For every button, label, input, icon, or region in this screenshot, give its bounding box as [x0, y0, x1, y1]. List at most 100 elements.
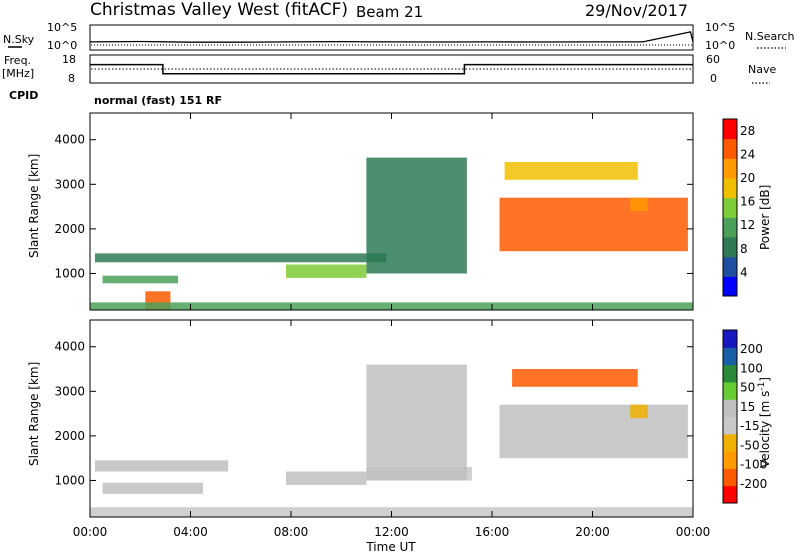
power-yaxis: 1000 2000 3000 4000: [54, 133, 693, 280]
freq-right-tick-bottom: 0: [710, 72, 717, 85]
nsearch-label: N.Search: [745, 30, 795, 43]
heatmap-cell-2: [286, 264, 367, 278]
nsky-label: N.Sky: [3, 33, 35, 46]
xtick-label: 08:00: [274, 525, 309, 539]
velocity-colorbar-swatch: [723, 399, 737, 417]
power-colorbar-tick: 12: [740, 218, 755, 232]
velocity-colorbar-tick: 50: [740, 381, 755, 395]
ytick-label: 1000: [54, 473, 85, 487]
ytick-label: 3000: [54, 384, 85, 398]
velocity-colorbar-tick: 200: [740, 342, 763, 356]
heatmap-cell-7: [630, 404, 648, 419]
heatmap-cell-7: [630, 197, 648, 212]
power-colorbar-swatch: [723, 237, 737, 258]
velocity-colorbar-tick: -200: [740, 477, 767, 491]
heatmap-cell-6: [504, 162, 638, 180]
ytick-label: 2000: [54, 429, 85, 443]
freq-label-line2: [MHz]: [2, 67, 34, 80]
xtick-label: 16:00: [475, 525, 510, 539]
noise-left-tick-top: 10^5: [47, 21, 77, 34]
power-colorbar-tick: 4: [740, 265, 748, 279]
ytick-label: 4000: [54, 133, 85, 147]
cpid-label: CPID: [9, 89, 38, 102]
xtick-label: 04:00: [173, 525, 208, 539]
xtick-label: 00:00: [73, 525, 108, 539]
xtick-label: 20:00: [575, 525, 610, 539]
velocity-colorbar-swatch: [723, 433, 737, 452]
velocity-colorbar-swatch: [723, 381, 737, 400]
date-label: 29/Nov/2017: [585, 1, 688, 20]
power-colorbar-tick: 8: [740, 242, 748, 256]
velocity-colorbar: 200 100 50 15 -15 -50 -100 -200: [722, 329, 767, 504]
power-colorbar-tick: 20: [740, 171, 755, 185]
heatmap-cell-5: [499, 197, 688, 252]
power-colorbar-swatch: [723, 217, 737, 238]
heatmap-cell-0: [95, 253, 387, 263]
power-colorbar-tick: 28: [740, 124, 755, 138]
velocity-colorbar-swatch: [723, 347, 737, 366]
power-yaxis-label: Slant Range [km]: [27, 154, 41, 258]
velocity-colorbar-swatch: [723, 330, 737, 348]
velocity-colorbar-tick: -100: [740, 458, 767, 472]
xaxis-label: Time UT: [365, 540, 416, 554]
power-colorbar-swatch: [723, 138, 737, 159]
velocity-colorbar-tick: -15: [740, 419, 760, 433]
heatmap-cell-1: [102, 275, 178, 284]
heatmap-cell-2: [286, 471, 367, 485]
noise-right-tick-top: 10^5: [705, 21, 735, 34]
freq-panel-frame: [89, 54, 694, 84]
time-xaxis: 00:00 04:00 08:00 12:00 16:00 20:00 00:00: [73, 113, 711, 539]
power-colorbar-swatch: [723, 119, 737, 140]
power-colorbar-tick: 24: [740, 147, 755, 161]
beam-label: Beam 21: [356, 3, 423, 21]
power-colorbar-label: Power [dB]: [758, 185, 772, 250]
freq-right-tick-top: 60: [706, 53, 720, 66]
freq-left-tick-top: 18: [62, 53, 76, 66]
heatmap-cell-0: [95, 460, 229, 472]
velocity-colorbar-tick: 100: [740, 361, 763, 375]
heatmap-cell-8: [366, 364, 467, 481]
ytick-label: 2000: [54, 222, 85, 236]
power-colorbar-swatch: [723, 197, 737, 218]
velocity-colorbar-swatch: [723, 451, 737, 469]
ytick-label: 3000: [54, 177, 85, 191]
velocity-colorbar-tick: -50: [740, 438, 760, 452]
power-colorbar-tick: 16: [740, 195, 755, 209]
noise-right-tick-bottom: 10^0: [705, 39, 735, 52]
power-colorbar-swatch: [723, 178, 737, 199]
nave-label: Nave: [748, 63, 776, 76]
ytick-label: 1000: [54, 266, 85, 280]
power-heatmap-cells: [90, 157, 693, 310]
velocity-heatmap-cells: [90, 364, 693, 517]
velocity-colorbar-label: Velocity [m s-1]: [757, 377, 772, 468]
nsky-series-line: [89, 31, 694, 43]
velocity-yaxis: 1000 2000 3000 4000: [54, 340, 693, 487]
velocity-colorbar-swatch: [723, 468, 737, 487]
noise-panel-frame: [89, 24, 694, 51]
freq-series-line: [90, 63, 693, 75]
freq-left-tick-bottom: 8: [68, 72, 75, 85]
power-colorbar-swatch: [723, 276, 737, 297]
ytick-label: 4000: [54, 340, 85, 354]
heatmap-cell-1: [102, 482, 204, 494]
velocity-colorbar-swatch: [723, 416, 737, 435]
plot-title: Christmas Valley West (fitACF): [90, 0, 348, 20]
heatmap-cell-6: [512, 369, 638, 387]
power-colorbar-swatch: [723, 158, 737, 179]
noise-left-tick-bottom: 10^0: [47, 39, 77, 52]
xtick-label: 00:00: [676, 525, 711, 539]
velocity-colorbar-swatch: [723, 364, 737, 383]
heatmap-cell-8: [366, 157, 467, 274]
freq-label-line1: Freq.: [4, 54, 31, 67]
power-colorbar-frame: [722, 118, 738, 297]
velocity-yaxis-label: Slant Range [km]: [27, 362, 41, 466]
velocity-colorbar-frame: [722, 329, 738, 504]
cpid-text: normal (fast) 151 RF: [94, 94, 222, 107]
power-colorbar: 4 8 12 16 20 24 28: [722, 118, 755, 297]
xtick-label: 12:00: [374, 525, 409, 539]
heatmap-cell-5: [499, 404, 688, 459]
velocity-colorbar-tick: 15: [740, 400, 755, 414]
power-colorbar-swatch: [723, 256, 737, 277]
velocity-colorbar-swatch: [723, 485, 737, 504]
